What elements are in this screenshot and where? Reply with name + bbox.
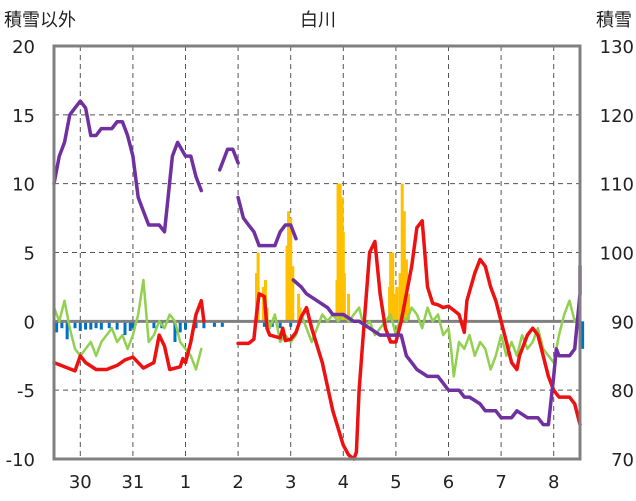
left-tick-label: -5 xyxy=(17,381,35,402)
precip-bar xyxy=(342,273,346,322)
left-axis-label: 積雪以外 xyxy=(4,10,76,31)
snow_depth-line xyxy=(52,99,204,234)
precip-bar xyxy=(202,321,206,329)
precip-bar xyxy=(194,321,198,329)
precip-bar xyxy=(289,321,293,327)
left-tick-label: 10 xyxy=(12,175,35,196)
precip-bar xyxy=(398,273,402,322)
precip-bar xyxy=(107,321,111,329)
series-lines xyxy=(52,99,582,461)
left-tick-labels: 20 15 10 5 0 -5 -10 xyxy=(6,37,35,471)
precip-bar xyxy=(278,321,282,329)
precip-bar xyxy=(78,321,82,331)
precip-bar xyxy=(338,183,342,322)
precip-bar xyxy=(255,273,259,322)
precip-bar xyxy=(178,321,182,333)
right-tick-label: 120 xyxy=(600,106,634,127)
left-tick-label: 15 xyxy=(12,106,35,127)
right-tick-label: 130 xyxy=(600,37,634,58)
left-tick-label: 5 xyxy=(24,244,35,265)
precip-bar xyxy=(389,252,393,322)
precip-bar xyxy=(395,286,399,322)
precip-bar xyxy=(391,252,395,322)
precip-bar xyxy=(289,218,293,322)
precip-bar xyxy=(220,321,224,327)
precip-bar xyxy=(393,293,397,322)
x-tick-label: 5 xyxy=(390,472,401,493)
left-tick-label: 0 xyxy=(24,312,35,333)
right-tick-label: 80 xyxy=(611,381,634,402)
precip-bar xyxy=(65,321,69,340)
precip-bar xyxy=(402,211,406,322)
x-tick-label: 6 xyxy=(443,472,454,493)
precip-bar xyxy=(115,321,119,330)
right-tick-labels: 130 120 110 100 90 80 70 xyxy=(600,37,634,471)
x-tick-label: 30 xyxy=(69,472,92,493)
precip-bar xyxy=(407,293,411,322)
x-tick-labels: 30 31 1 2 3 4 5 6 7 8 xyxy=(69,472,560,493)
x-tick-label: 8 xyxy=(548,472,559,493)
precip-bar xyxy=(173,321,177,342)
x-tick-label: 2 xyxy=(232,472,243,493)
precip-bar xyxy=(297,293,301,322)
precip-bar xyxy=(94,321,98,329)
right-axis-label: 積雪 xyxy=(596,10,632,31)
precip-bar xyxy=(123,321,127,336)
precip-bar xyxy=(73,321,77,329)
temperature-line xyxy=(52,298,206,373)
wind-line xyxy=(52,278,203,371)
precip-bar xyxy=(285,245,289,322)
right-tick-label: 90 xyxy=(611,312,634,333)
wind-line xyxy=(263,299,582,378)
snow_depth-line xyxy=(291,264,582,427)
precip-bar xyxy=(400,183,404,322)
x-tick-label: 7 xyxy=(495,472,506,493)
precip-bar xyxy=(287,211,291,322)
precip-bar xyxy=(291,266,295,322)
precip-bar xyxy=(347,293,351,322)
precip-bar xyxy=(256,252,260,322)
precip-bar xyxy=(84,321,88,330)
snow_depth-line xyxy=(236,195,298,248)
chart-title: 白川 xyxy=(300,10,336,31)
temperature-line xyxy=(236,219,582,461)
gridlines xyxy=(54,46,580,459)
right-tick-label: 70 xyxy=(611,450,634,471)
precip-bar xyxy=(131,321,135,329)
x-tick-label: 3 xyxy=(285,472,296,493)
precip-bar xyxy=(212,321,216,327)
precip-bar xyxy=(60,321,64,329)
precip-bar xyxy=(184,321,187,330)
x-tick-label: 4 xyxy=(338,472,349,493)
right-tick-label: 100 xyxy=(600,244,634,265)
x-tick-label: 1 xyxy=(180,472,191,493)
precip-bar xyxy=(262,321,266,327)
snow_depth-line xyxy=(217,147,240,172)
precip-bar xyxy=(55,321,59,333)
right-tick-label: 110 xyxy=(600,175,634,196)
precip-bar xyxy=(128,321,132,331)
plot-frame xyxy=(52,44,582,461)
precip-bar xyxy=(89,321,93,330)
precip-bar xyxy=(99,321,103,330)
precip-bar xyxy=(336,183,340,322)
left-tick-label: 20 xyxy=(12,37,35,58)
precip-bar xyxy=(581,321,585,349)
x-tick-label: 31 xyxy=(121,472,144,493)
precip-bar xyxy=(152,321,156,329)
left-tick-label: -10 xyxy=(6,450,35,471)
